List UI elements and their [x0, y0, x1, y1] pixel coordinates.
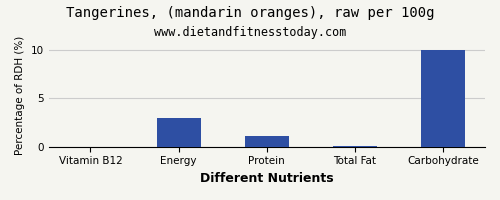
Text: Tangerines, (mandarin oranges), raw per 100g: Tangerines, (mandarin oranges), raw per …	[66, 6, 434, 20]
Bar	[156, 118, 200, 147]
Bar	[244, 136, 289, 147]
Y-axis label: Percentage of RDH (%): Percentage of RDH (%)	[15, 36, 25, 155]
Bar	[421, 50, 465, 147]
Bar	[333, 146, 377, 147]
X-axis label: Different Nutrients: Different Nutrients	[200, 172, 334, 185]
Text: www.dietandfitnesstoday.com: www.dietandfitnesstoday.com	[154, 26, 346, 39]
